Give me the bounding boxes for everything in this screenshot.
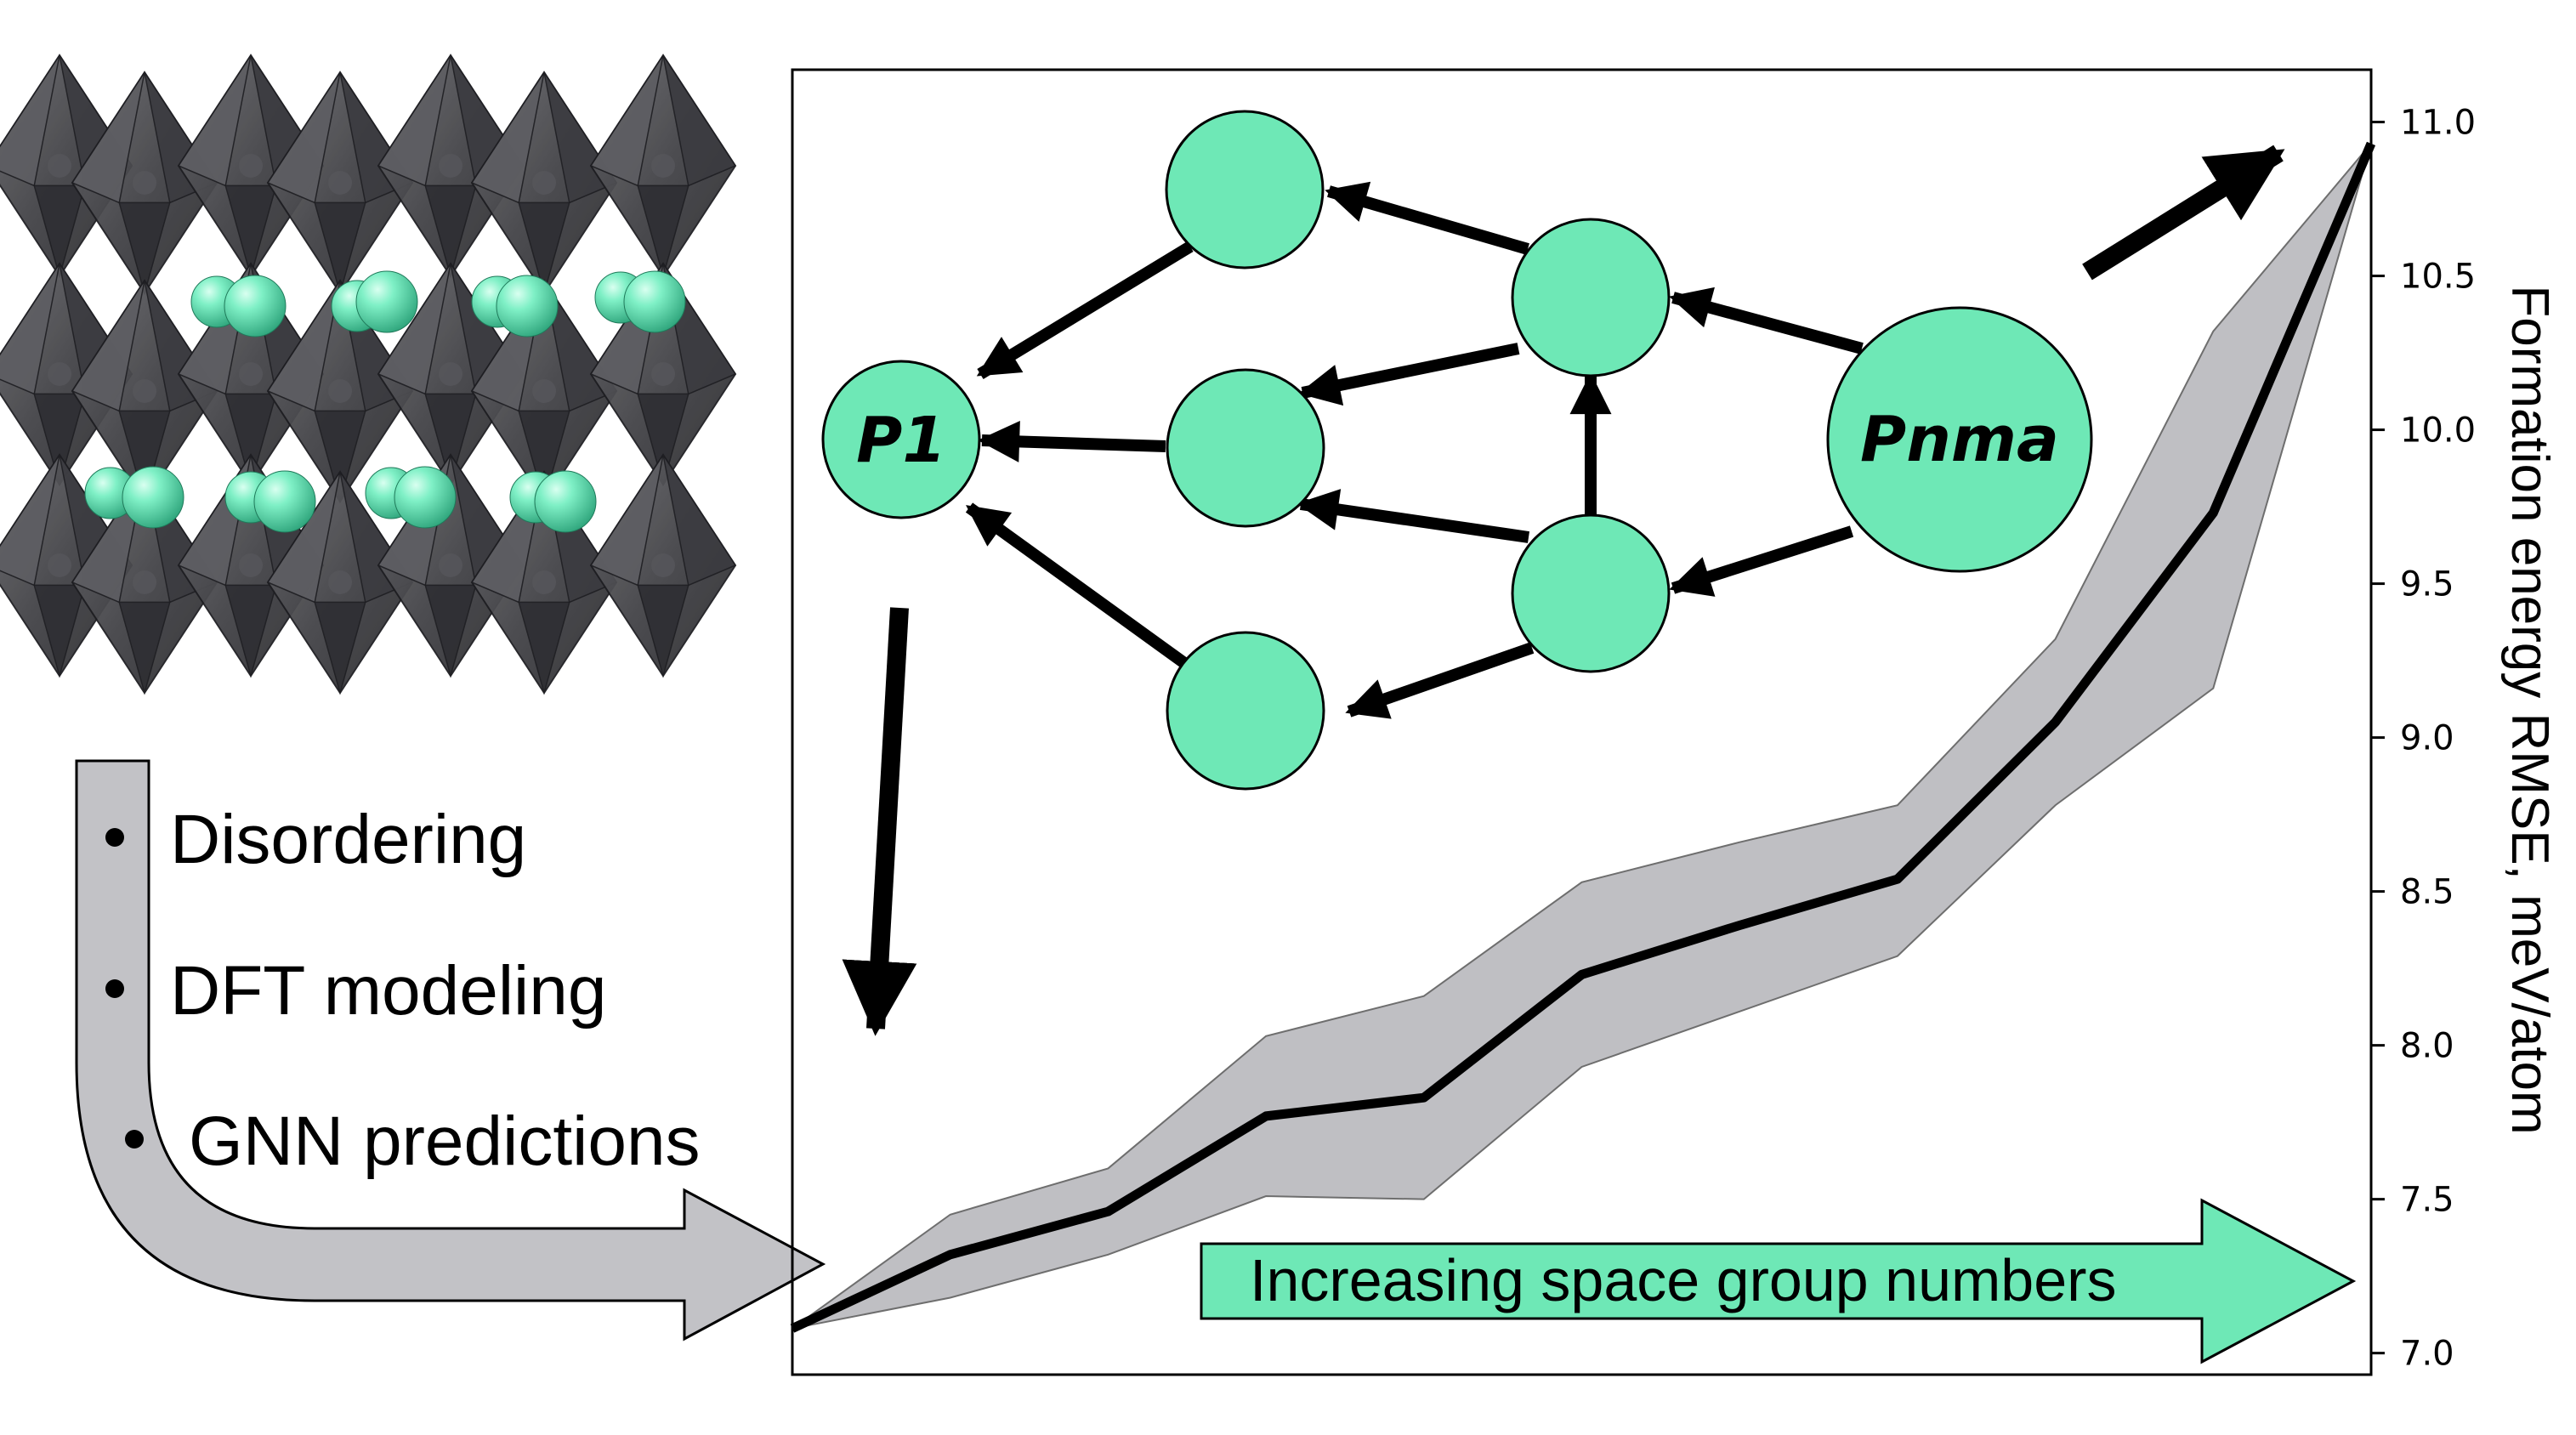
cation-sphere — [623, 270, 686, 333]
cation-sphere — [355, 270, 418, 333]
edge-upper-right-to-middle — [1298, 343, 1520, 406]
space-group-graph: P1 Pnma — [821, 110, 2093, 791]
bullet-item-dft-modeling: DFT modeling — [170, 952, 606, 1029]
edge-pnma-to-lower-right — [1669, 525, 1854, 597]
edge-bottom-to-p1 — [965, 502, 1194, 672]
cation-sphere — [253, 470, 316, 533]
rmse-chart — [790, 141, 2376, 1333]
cation-sphere — [394, 466, 457, 529]
rmse-point — [2370, 143, 2372, 145]
cation-sphere — [534, 470, 597, 533]
bullet-item-gnn-predictions: GNN predictions — [189, 1103, 701, 1180]
octahedron — [266, 470, 414, 695]
octahedron — [71, 71, 218, 296]
y-tick-label: 8.5 — [2400, 873, 2454, 912]
edge-lower-right-to-middle — [1297, 489, 1530, 543]
y-tick-label: 10.5 — [2400, 258, 2476, 297]
edge-upper-right-to-top — [1325, 181, 1529, 255]
node-pnma-label: Pnma — [1860, 403, 2059, 476]
y-tick-label: 7.0 — [2400, 1335, 2454, 1374]
y-tick-label: 11.0 — [2400, 104, 2476, 143]
y-axis: 7.0 7.5 8.0 8.5 9.0 9.5 10.0 10.5 11.0 — [2371, 104, 2476, 1374]
space-group-banner-arrow — [1200, 1198, 2357, 1364]
bullet-dot — [125, 1130, 144, 1149]
node-top — [1165, 110, 1325, 269]
octahedron — [589, 54, 737, 279]
cation-sphere — [496, 275, 559, 337]
plot-frame — [791, 68, 2373, 1376]
y-tick-label: 9.5 — [2400, 565, 2454, 604]
node-lower-right — [1511, 513, 1671, 673]
bullet-dot — [105, 828, 124, 847]
node-p1-label: P1 — [856, 404, 946, 477]
node-bottom — [1166, 631, 1325, 791]
edge-lower-right-to-bottom — [1345, 642, 1535, 719]
bullet-item-disordering: Disordering — [170, 801, 526, 878]
node-pnma — [1826, 306, 2093, 573]
down-arrow — [842, 607, 917, 1036]
rmse-point — [1107, 1211, 1109, 1212]
edge-middle-to-p1 — [978, 420, 1166, 462]
up-right-arrow — [2082, 145, 2285, 281]
y-tick-label: 10.0 — [2400, 411, 2476, 451]
cation-sphere — [224, 275, 287, 337]
octahedron — [377, 262, 525, 487]
rmse-point — [1265, 1115, 1267, 1117]
cation-sphere — [122, 466, 184, 529]
edge-top-to-p1 — [976, 241, 1194, 379]
y-axis-title: Formation energy RMSE, meV/atom — [2500, 285, 2559, 1134]
rmse-point — [792, 1328, 793, 1330]
node-upper-right — [1511, 218, 1671, 377]
rmse-point — [1739, 924, 1740, 926]
octahedron — [177, 54, 325, 279]
y-tick-label: 7.5 — [2400, 1181, 2454, 1220]
octahedron — [266, 71, 414, 296]
banner-text: Increasing space group numbers — [1250, 1247, 2116, 1313]
edge-pnma-to-upper-right — [1669, 286, 1864, 354]
process-flow-arrow — [75, 759, 826, 1341]
node-middle — [1166, 368, 1325, 528]
octahedron — [0, 54, 133, 279]
perovskite-crystal-illustration — [0, 54, 737, 695]
octahedron — [589, 453, 737, 678]
node-p1 — [821, 360, 981, 519]
y-tick-label: 8.0 — [2400, 1027, 2454, 1066]
octahedron — [470, 71, 618, 296]
y-tick-label: 9.0 — [2400, 719, 2454, 758]
rmse-point — [2055, 722, 2057, 723]
rmse-point — [1897, 878, 1898, 880]
bullet-list: Disordering DFT modeling GNN predictions — [105, 801, 701, 1180]
bullet-dot — [105, 979, 124, 998]
rmse-point — [1581, 973, 1582, 975]
